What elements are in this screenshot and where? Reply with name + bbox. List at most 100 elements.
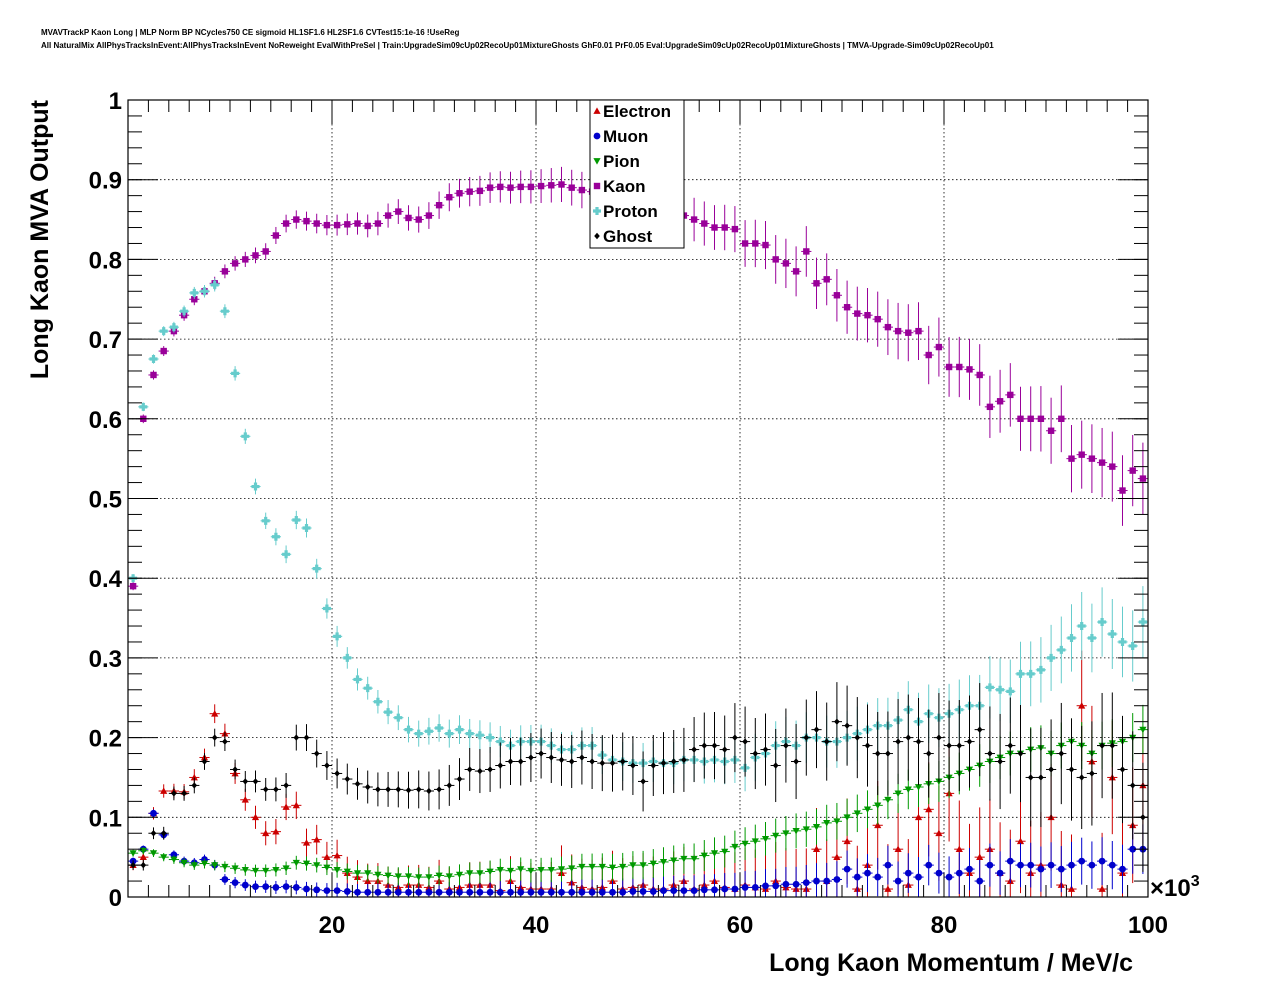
legend-box bbox=[589, 99, 685, 249]
data-point bbox=[293, 734, 300, 741]
data-point bbox=[160, 854, 168, 861]
data-point bbox=[293, 216, 300, 223]
data-point bbox=[721, 848, 729, 856]
data-point bbox=[711, 886, 718, 894]
data-point bbox=[242, 778, 249, 785]
data-point bbox=[700, 886, 708, 894]
data-point bbox=[1119, 865, 1126, 873]
data-point bbox=[537, 867, 545, 874]
data-point bbox=[701, 742, 708, 749]
x-axis-exponent-power: 3 bbox=[1191, 873, 1200, 890]
data-point bbox=[711, 224, 718, 231]
data-point bbox=[1108, 861, 1116, 869]
data-point bbox=[864, 869, 871, 877]
data-point bbox=[375, 786, 381, 793]
data-point bbox=[1058, 750, 1065, 757]
data-point bbox=[171, 790, 177, 797]
data-point bbox=[1048, 766, 1054, 773]
data-point bbox=[1007, 742, 1014, 749]
data-point bbox=[813, 726, 820, 733]
data-point bbox=[885, 750, 891, 757]
data-point bbox=[1078, 702, 1086, 709]
data-point bbox=[1088, 455, 1096, 462]
series-pion bbox=[128, 704, 1148, 887]
grid-layer bbox=[128, 100, 1148, 897]
data-point bbox=[752, 750, 759, 757]
data-point bbox=[578, 863, 586, 871]
data-point bbox=[986, 861, 994, 869]
data-point bbox=[324, 762, 330, 769]
data-point bbox=[527, 867, 535, 875]
data-point bbox=[261, 516, 270, 525]
data-point bbox=[465, 729, 474, 738]
data-point bbox=[670, 857, 678, 864]
data-point bbox=[394, 888, 402, 896]
data-point bbox=[374, 220, 382, 227]
data-point bbox=[312, 564, 321, 573]
data-point bbox=[803, 734, 810, 741]
data-point bbox=[956, 742, 963, 749]
data-point bbox=[282, 220, 290, 227]
data-point bbox=[935, 869, 943, 877]
y-tick-label: 0.2 bbox=[89, 726, 122, 753]
data-point bbox=[191, 296, 198, 303]
data-point bbox=[445, 873, 453, 880]
data-point bbox=[476, 187, 484, 195]
data-point bbox=[497, 762, 504, 769]
data-point bbox=[180, 307, 189, 316]
data-point bbox=[1006, 687, 1015, 696]
data-point bbox=[783, 742, 789, 749]
data-point bbox=[833, 853, 841, 861]
data-point bbox=[598, 888, 606, 896]
data-point bbox=[302, 523, 311, 532]
data-point bbox=[496, 737, 505, 746]
data-point bbox=[598, 863, 606, 871]
data-point bbox=[813, 280, 820, 287]
data-point bbox=[170, 851, 178, 859]
data-point bbox=[966, 865, 973, 873]
data-point bbox=[742, 738, 748, 745]
data-point bbox=[302, 839, 311, 846]
data-point bbox=[1057, 865, 1065, 873]
data-point bbox=[1057, 645, 1066, 654]
x-axis-title: Long Kaon Momentum / MeV/c bbox=[769, 949, 1133, 977]
legend-label-ghost: Ghost bbox=[603, 227, 652, 246]
data-point bbox=[190, 773, 198, 781]
data-point bbox=[1098, 618, 1107, 627]
data-point bbox=[884, 861, 892, 869]
data-point bbox=[1068, 861, 1075, 869]
data-point bbox=[792, 827, 800, 835]
data-point bbox=[476, 870, 484, 877]
data-point bbox=[904, 869, 912, 877]
data-point bbox=[415, 874, 423, 881]
data-point bbox=[619, 888, 627, 896]
data-point bbox=[160, 830, 167, 837]
data-point bbox=[466, 188, 473, 195]
data-point bbox=[129, 850, 137, 857]
x-tick-label: 20 bbox=[319, 912, 346, 939]
data-point bbox=[282, 865, 290, 872]
data-point bbox=[812, 823, 821, 831]
legend-label-pion: Pion bbox=[603, 152, 640, 171]
legend-marker-proton bbox=[593, 207, 601, 215]
data-point bbox=[426, 787, 432, 795]
data-point bbox=[537, 888, 545, 896]
data-point bbox=[874, 873, 882, 881]
data-point bbox=[1108, 629, 1117, 638]
x-tick-label: 60 bbox=[727, 912, 754, 939]
data-point bbox=[792, 880, 800, 888]
data-point bbox=[762, 882, 769, 890]
y-tick-label: 0 bbox=[109, 885, 122, 912]
data-point bbox=[1006, 857, 1014, 865]
data-point bbox=[772, 256, 779, 263]
data-point bbox=[160, 347, 167, 355]
data-point bbox=[384, 212, 392, 219]
header-line-2: All NaturalMix AllPhysTracksInEvent:AllP… bbox=[41, 41, 994, 50]
data-point bbox=[425, 874, 433, 881]
data-point bbox=[547, 888, 555, 896]
data-point bbox=[721, 224, 728, 231]
data-point bbox=[609, 888, 616, 896]
data-point bbox=[231, 879, 239, 887]
data-point bbox=[986, 403, 994, 411]
data-point bbox=[874, 315, 881, 323]
